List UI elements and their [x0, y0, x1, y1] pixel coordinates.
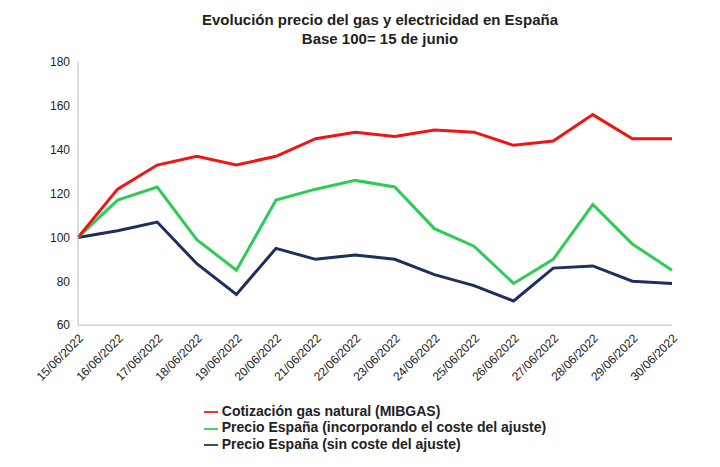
svg-text:80: 80 — [57, 275, 71, 289]
svg-text:22/06/2022: 22/06/2022 — [311, 331, 364, 384]
svg-text:21/06/2022: 21/06/2022 — [271, 331, 324, 384]
html-text:Precio España (incorporando el: Precio España (incorporando el coste del… — [221, 419, 547, 436]
html-text:Precio España (sin coste del a: Precio España (sin coste del ajuste) — [221, 435, 461, 452]
svg-text:28/06/2022: 28/06/2022 — [548, 331, 601, 384]
svg-text:25/06/2022: 25/06/2022 — [429, 331, 483, 384]
svg-text:30/06/2022: 30/06/2022 — [628, 331, 681, 384]
svg-text:16/06/2022: 16/06/2022 — [73, 331, 126, 384]
svg-text:180: 180 — [50, 55, 70, 69]
svg-text:15/06/2022: 15/06/2022 — [33, 331, 87, 384]
svg-text:23/06/2022: 23/06/2022 — [350, 331, 403, 384]
svg-text:19/06/2022: 19/06/2022 — [192, 331, 245, 384]
svg-text:20/06/2022: 20/06/2022 — [231, 331, 285, 384]
svg-text:24/06/2022: 24/06/2022 — [390, 331, 443, 384]
svg-text:17/06/2022: 17/06/2022 — [113, 331, 166, 384]
svg-text:100: 100 — [50, 231, 70, 245]
svg-text:60: 60 — [57, 318, 71, 332]
html-text:Evolución precio del gas y ele: Evolución precio del gas y electricidad … — [202, 11, 558, 28]
svg-text:140: 140 — [50, 143, 70, 157]
svg-text:18/06/2022: 18/06/2022 — [152, 331, 205, 384]
svg-text:29/06/2022: 29/06/2022 — [588, 331, 641, 384]
svg-text:26/06/2022: 26/06/2022 — [469, 331, 522, 384]
svg-text:120: 120 — [50, 187, 70, 201]
html-text:Cotización gas natural (MIBGAS: Cotización gas natural (MIBGAS) — [221, 403, 441, 420]
svg-text:160: 160 — [50, 99, 70, 113]
svg-text:27/06/2022: 27/06/2022 — [509, 331, 562, 384]
html-text:Base 100= 15 de junio: Base 100= 15 de junio — [301, 30, 459, 47]
